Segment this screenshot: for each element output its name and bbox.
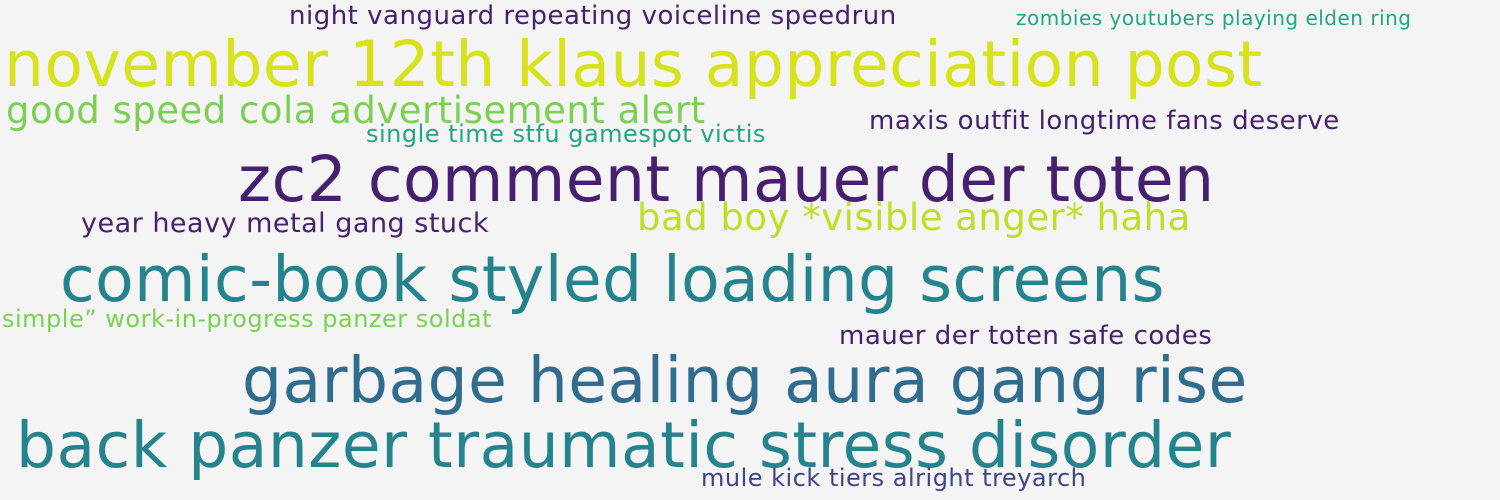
phrase-night-vanguard: night vanguard repeating voiceline speed… [289, 1, 897, 31]
phrase-year-heavy-metal: year heavy metal gang stuck [81, 208, 490, 239]
phrase-bad-boy: bad boy *visible anger* haha [637, 196, 1191, 239]
phrase-zc2-comment: zc2 comment mauer der toten [238, 143, 1215, 216]
phrase-back-panzer: back panzer traumatic stress disorder [16, 409, 1232, 482]
phrase-mule-kick: mule kick tiers alright treyarch [701, 464, 1087, 492]
phrase-maxis-outfit: maxis outfit longtime fans deserve [869, 106, 1340, 136]
phrase-good-speed-cola: good speed cola advertisement alert [6, 89, 706, 132]
phrase-comic-book: comic-book styled loading screens [60, 243, 1165, 316]
phrase-zombies-youtubers: zombies youtubers playing elden ring [1016, 6, 1412, 30]
phrase-mauer-safe-codes: mauer der toten safe codes [839, 321, 1213, 351]
phrase-november-12th: november 12th klaus appreciation post [4, 28, 1263, 101]
phrase-garbage-healing: garbage healing aura gang rise [242, 344, 1248, 417]
phrase-simple-wip: simple” work-in-progress panzer soldat [2, 305, 493, 333]
phrase-single-time: single time stfu gamespot victis [366, 120, 766, 148]
